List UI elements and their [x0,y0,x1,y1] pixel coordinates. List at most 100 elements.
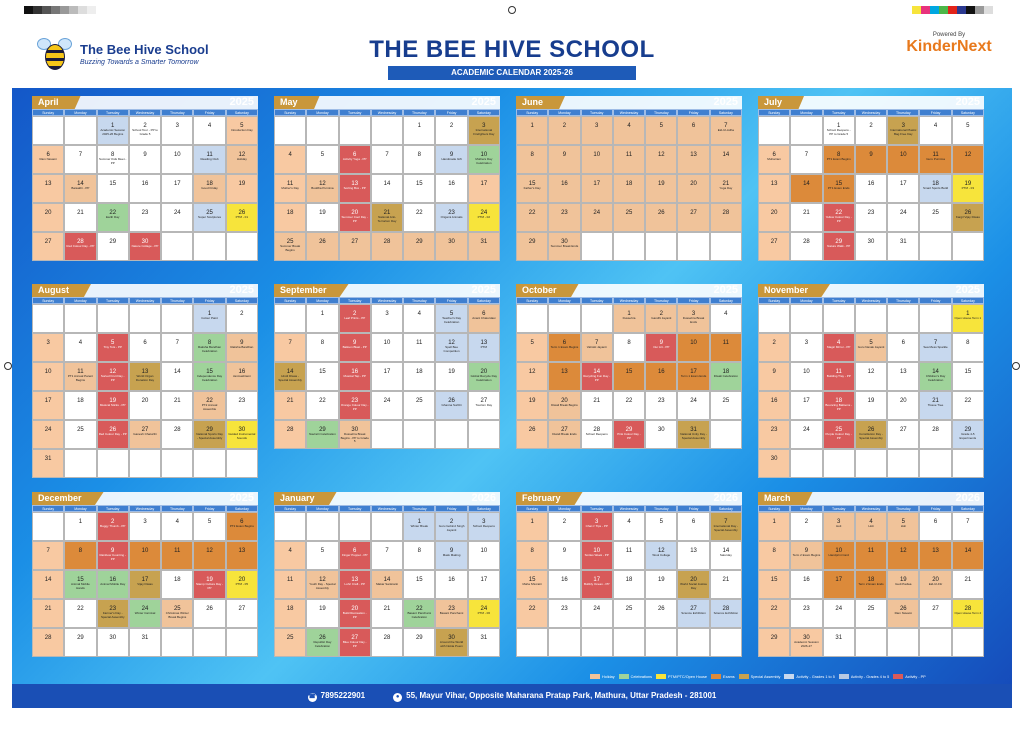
day-number: 1 [966,311,970,317]
month-year: 2026 [713,492,738,504]
weekday-header: Saturday [951,505,984,512]
day-number: 17 [141,577,149,583]
day-cell: 12 Spell Bee Competition [435,333,468,362]
day-number: 13 [351,577,359,583]
day-number: 27 [690,210,697,216]
weekday-header: Wednesday [370,109,404,116]
weekday-header: Monday [306,297,339,304]
day-cell: 28 [709,203,742,232]
day-event: Activity Yoga - PP [342,157,367,161]
day-number: 11 [206,152,213,158]
weekday-header: Tuesday [338,109,371,116]
day-cell: 19 Gudi Padwa [887,570,920,599]
day-number: 16 [238,369,246,375]
day-number: 14 [593,369,601,375]
day-cell [306,512,339,541]
day-cell: 14 Children's Day Celebration [919,362,952,391]
day-cell: 13 PTM [467,333,500,362]
day-number: 6 [933,519,938,525]
day-event: Diwali Break Ends [552,432,577,436]
month-name: December [32,492,104,505]
day-number: 29 [77,635,84,641]
day-cell: 16 [435,570,468,599]
day-cell: 27 Diwali Break Ends [548,420,581,449]
month-header: August 2025 [32,284,258,297]
day-cell [580,232,613,261]
day-cell: 16 [435,174,468,203]
day-event: Wool Collage [652,553,671,557]
day-number: 21 [964,577,972,583]
month-year: 2025 [955,96,980,108]
day-number: 10 [835,548,843,554]
weekday-header: Sunday [32,297,65,304]
day-cell: 18 Smart Sports Build [919,174,952,203]
legend-swatch [784,674,795,679]
day-number: 29 [964,427,972,433]
day-number: 10 [803,369,810,375]
day-number: 25 [415,398,423,404]
day-cell: 15 Independence Day Celebration [193,362,226,391]
day-number: 14 [722,548,730,554]
day-number: 26 [238,210,246,216]
day-cell: 20 [758,203,791,232]
day-cell: 29 [403,232,436,261]
day-number: 15 [528,181,536,187]
day-number: 20 [770,210,778,216]
day-cell: 11 Building Tray - PP [822,362,855,391]
day-number: 17 [593,181,601,187]
day-number: 19 [109,398,117,404]
day-cell: 11 [854,541,888,570]
day-cell [951,232,984,261]
day-cell: 27 Science Exhibition [677,599,710,628]
day-cell: 16 [758,391,791,420]
day-event: Orange Colour Day - PP [340,403,369,411]
day-cell: 8 Raksha Bandhan Celebration [193,333,226,362]
day-cell: 30 Summer Break Ends [548,232,581,261]
day-number: 24 [690,398,697,404]
day-cell: 12 [645,145,678,174]
day-number: 19 [319,606,326,612]
day-event: Sea Mess Sparkle [923,345,948,349]
day-number: 29 [319,427,326,433]
day-cell [854,304,888,333]
day-number: 2 [143,123,147,129]
day-event: Makar Sankranti [376,582,398,586]
day-cell: 1 Academic Session 2025-26 Begins [96,116,129,145]
day-cell: 8 [951,333,984,362]
day-number: 20 [690,181,697,187]
weekday-header: Saturday [709,297,742,304]
day-cell: 22 [758,599,791,628]
day-number: 5 [240,123,244,129]
day-cell: 29 Pink Colour Day - PP [612,420,646,449]
day-cell: 16 [854,174,888,203]
day-cell: 4 [612,512,646,541]
day-number: 19 [206,577,213,583]
day-event: Dussehra Break Begins - PP to Grade 5 [340,432,369,444]
day-event: Kargil Vijay Diwas [955,215,980,219]
day-event: Lohri Craft - PP [344,582,366,586]
day-cell: 22 [612,391,646,420]
legend-swatch [590,674,600,679]
day-cell [677,232,710,261]
day-number: 9 [240,340,244,346]
day-cell: 5 [306,541,339,570]
day-cell: 21 [709,570,742,599]
day-number: 10 [173,152,181,158]
day-cell: 8 Summer Kids Meet - PP [96,145,129,174]
day-number: 8 [417,548,421,554]
day-number: 5 [901,519,905,525]
day-event: Children's Day Celebration [925,374,946,382]
day-event: Holi [868,524,874,528]
day-event: Term 2 Exam Ends [858,582,884,586]
day-number: 7 [78,152,83,158]
day-cell: 25 [274,628,307,657]
day-cell: 13 World Organ Donation Day [128,362,162,391]
day-number: 11 [722,340,729,346]
weekday-header: Friday [193,297,226,304]
day-cell [370,420,404,449]
day-number: 16 [561,577,568,583]
day-number: 28 [722,210,730,216]
day-number: 25 [206,210,213,216]
day-cell: 21 National Anti-Terrorism Day [370,203,404,232]
day-event: Colour Paint [201,316,218,320]
